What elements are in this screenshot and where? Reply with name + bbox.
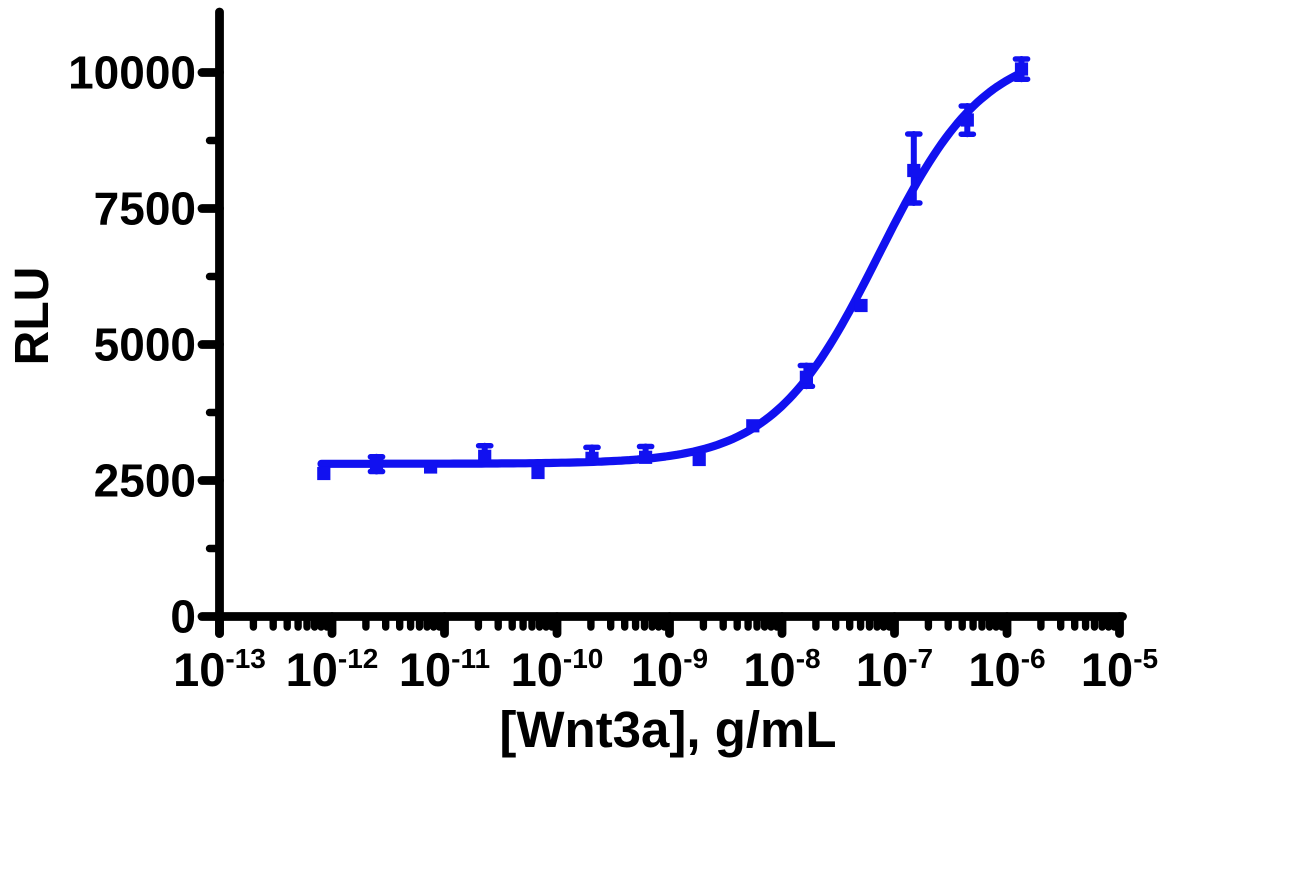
svg-text:10-9: 10-9	[631, 643, 708, 696]
svg-text:10-8: 10-8	[743, 643, 820, 696]
svg-text:10000: 10000	[68, 46, 196, 98]
svg-text:5000: 5000	[94, 318, 196, 370]
svg-text:0: 0	[170, 590, 196, 642]
svg-text:2500: 2500	[94, 454, 196, 506]
svg-text:RLU: RLU	[6, 267, 59, 366]
svg-text:[Wnt3a], g/mL: [Wnt3a], g/mL	[499, 701, 836, 758]
svg-text:7500: 7500	[94, 182, 196, 234]
